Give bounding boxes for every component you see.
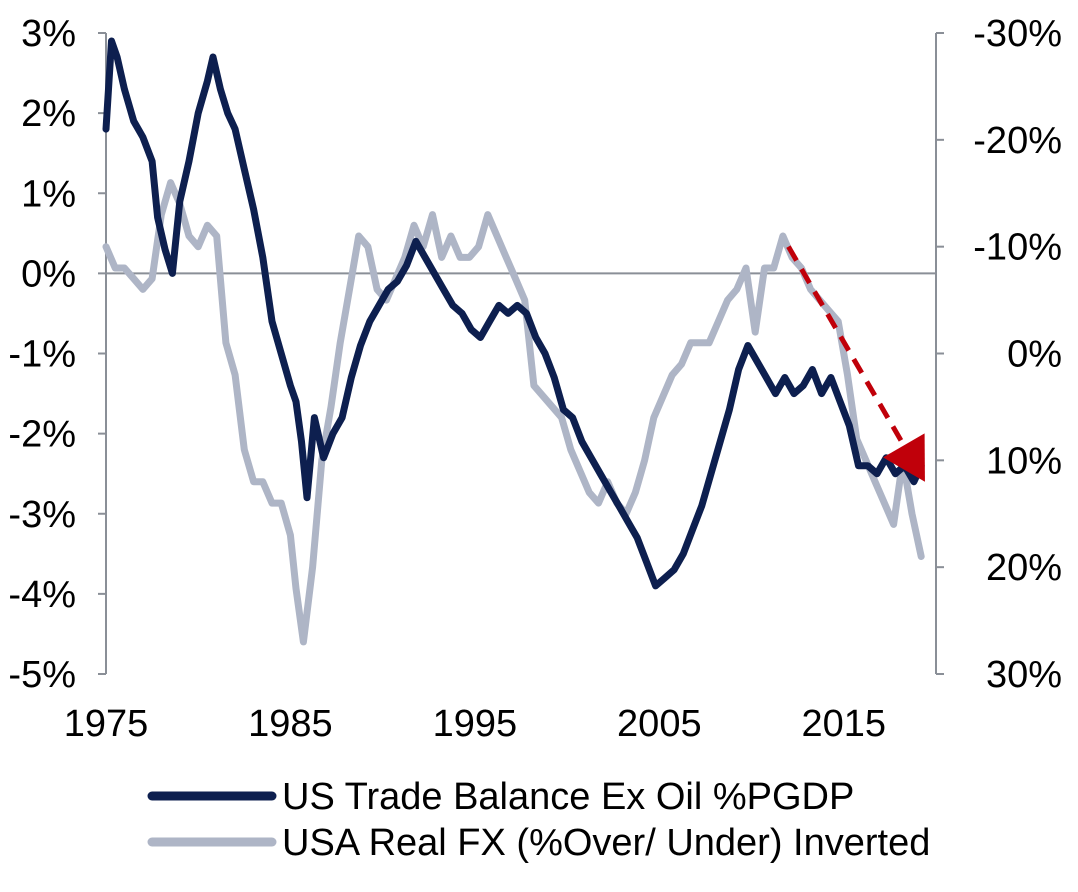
left-tick-label: 2% bbox=[21, 93, 76, 135]
legend-label-trade-balance: US Trade Balance Ex Oil %PGDP bbox=[282, 776, 854, 818]
x-tick-label: 1985 bbox=[248, 703, 333, 745]
trend-arrow-shaft bbox=[786, 245, 907, 447]
series-line-trade-balance bbox=[102, 37, 925, 590]
left-axis-ticks: 3% 2% 1% 0% -1% -2% -3% -4% -5% bbox=[8, 13, 106, 696]
series-lines bbox=[102, 37, 925, 646]
x-tick-label: 1975 bbox=[64, 703, 149, 745]
left-tick-label: 1% bbox=[21, 173, 76, 215]
left-tick-label: -5% bbox=[8, 654, 76, 696]
right-tick-label: -20% bbox=[973, 120, 1062, 162]
trend-arrow-head bbox=[883, 433, 925, 482]
x-tick-label: 2015 bbox=[802, 703, 887, 745]
right-tick-label: 0% bbox=[1007, 334, 1062, 376]
left-tick-label: 0% bbox=[21, 253, 76, 295]
legend-label-real-fx: USA Real FX (%Over/ Under) Inverted bbox=[282, 822, 930, 864]
right-tick-label: -10% bbox=[973, 227, 1062, 269]
left-tick-label: -4% bbox=[8, 574, 76, 616]
right-tick-label: 30% bbox=[986, 654, 1062, 696]
left-tick-label: -1% bbox=[8, 334, 76, 376]
left-tick-label: -2% bbox=[8, 414, 76, 456]
x-tick-label: 2005 bbox=[617, 703, 702, 745]
right-tick-label: -30% bbox=[973, 13, 1062, 55]
trend-arrow-annotation bbox=[786, 245, 925, 482]
left-tick-label: -3% bbox=[8, 494, 76, 536]
right-tick-label: 20% bbox=[986, 547, 1062, 589]
right-axis-ticks: -30% -20% -10% 0% 10% 20% 30% bbox=[936, 13, 1062, 696]
series-line-real-fx bbox=[102, 179, 925, 646]
left-tick-label: 3% bbox=[21, 13, 76, 55]
x-axis-ticks: 1975 1985 1995 2005 2015 bbox=[64, 703, 886, 745]
x-tick-label: 1995 bbox=[433, 703, 518, 745]
legend: US Trade Balance Ex Oil %PGDP USA Real F… bbox=[147, 776, 930, 864]
right-tick-label: 10% bbox=[986, 440, 1062, 482]
